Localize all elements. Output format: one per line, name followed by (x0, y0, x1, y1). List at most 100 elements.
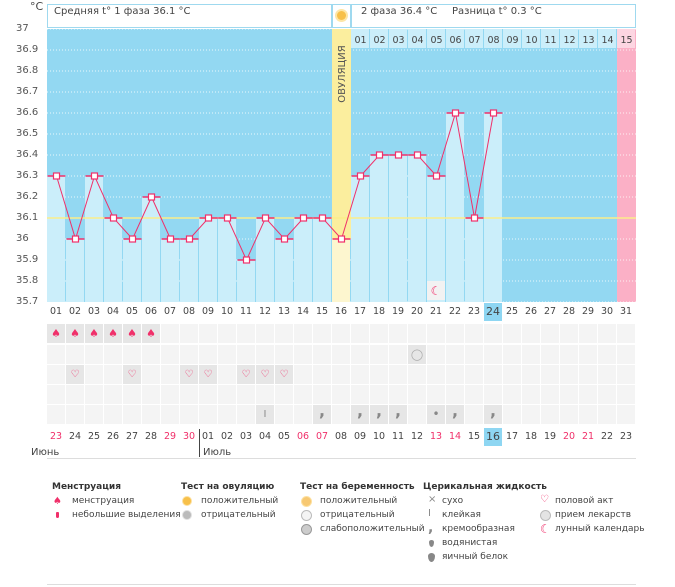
cycle-day-cell (541, 29, 559, 48)
icon-cell (85, 345, 103, 364)
icon-cell: ♠ (142, 324, 160, 343)
ovulation-column (332, 29, 351, 239)
unit-label: °C (30, 0, 44, 13)
icon-cell (275, 345, 293, 364)
icon-cell (579, 405, 597, 424)
icon-cell (408, 365, 426, 384)
icon-cell: , (351, 403, 369, 424)
temperature-point (52, 172, 61, 180)
temperature-bar (237, 260, 255, 302)
icon-cell (104, 405, 122, 424)
creamy-icon: , (451, 401, 459, 420)
icon-cell (332, 345, 350, 364)
y-tick-label: 35.8 (16, 275, 39, 286)
icon-cell (579, 365, 597, 384)
icon-cell: , (446, 401, 464, 424)
menstruation-icon: ♠ (51, 327, 61, 340)
icon-cell (199, 385, 217, 404)
icon-cell (256, 345, 274, 364)
icon-cell (85, 365, 103, 384)
icon-cell (427, 365, 445, 384)
icon-cell (389, 365, 407, 384)
icon-cell (465, 385, 483, 404)
icon-cell (579, 385, 597, 404)
temperature-point (71, 235, 80, 243)
ovulation-header (332, 4, 351, 28)
cycle-day-label: 08 (487, 35, 499, 46)
date-cell: 10 (220, 306, 234, 317)
date-cell: 15 (315, 306, 329, 317)
icon-cell (465, 405, 483, 424)
phase2-average: 2 фаза 36.4 °C (361, 6, 438, 17)
icon-cell (218, 385, 236, 404)
ovulation-label: ОВУЛЯЦИЯ (337, 45, 348, 103)
icon-cell (522, 365, 540, 384)
cycle-day-cell (484, 29, 502, 48)
icon-cell (541, 324, 559, 343)
icon-cell (560, 324, 578, 343)
menstruation-icon: ♠ (89, 327, 99, 340)
creamy-icon: , (394, 401, 402, 420)
calendar-date: 06 (296, 431, 310, 442)
icon-cell (598, 324, 616, 343)
icon-cell: ♠ (123, 324, 141, 343)
icon-cell (199, 405, 217, 424)
temperature-point (90, 172, 99, 180)
y-tick-label: 36.9 (16, 44, 39, 55)
icon-cell (389, 345, 407, 364)
icon-cell (332, 324, 350, 343)
date-cell: 12 (258, 306, 272, 317)
pill-icon (540, 510, 551, 521)
icon-cell (408, 405, 426, 424)
legend-item: половой акт (555, 496, 614, 506)
icon-cell (47, 365, 65, 384)
icon-cell (503, 385, 521, 404)
icon-cell (522, 324, 540, 343)
calendar-date: 27 (125, 431, 139, 442)
legend-item: яичный белок (442, 552, 509, 562)
icon-cell (617, 345, 635, 364)
icon-cell (218, 365, 236, 384)
legend-item: небольшие выделения (72, 510, 181, 520)
icon-cell (104, 385, 122, 404)
sticky-icon: I (263, 409, 267, 420)
icon-cell (579, 345, 597, 364)
calendar-date: 07 (315, 431, 329, 442)
pregnancy-negative-icon: ◯ (410, 348, 424, 361)
icon-cell (446, 385, 464, 404)
icon-cell (85, 385, 103, 404)
icon-cell (275, 385, 293, 404)
temperature-point (451, 109, 460, 117)
icon-cell (598, 365, 616, 384)
icon-cell (503, 365, 521, 384)
calendar-date: 09 (353, 431, 367, 442)
icon-cell (142, 365, 160, 384)
icon-cell (351, 385, 369, 404)
calendar-date: 21 (581, 431, 595, 442)
icon-cell (123, 405, 141, 424)
cycle-day-label: 05 (430, 35, 442, 46)
icon-cell (522, 405, 540, 424)
watery-icon (429, 540, 434, 547)
temperature-point (261, 214, 270, 222)
icon-cell (47, 345, 65, 364)
y-tick-label: 36.1 (16, 212, 39, 223)
icon-cell (560, 365, 578, 384)
icon-cell (104, 365, 122, 384)
cycle-day-label: 10 (525, 35, 537, 46)
calendar-date: 14 (448, 431, 462, 442)
icon-cell: ♡ (66, 365, 84, 384)
icon-cell (617, 405, 635, 424)
date-cell: 07 (163, 306, 177, 317)
icon-cell (218, 324, 236, 343)
icon-cell: , (370, 403, 388, 424)
date-cell: 02 (68, 306, 82, 317)
icon-cell: , (389, 401, 407, 424)
icon-cell (427, 324, 445, 343)
y-tick-label: 37 (16, 23, 29, 34)
icon-cell (313, 345, 331, 364)
cycle-day-label: 03 (392, 35, 404, 46)
date-cell: 17 (353, 306, 367, 317)
icon-cell (332, 405, 350, 424)
legend-item: менструация (72, 496, 135, 506)
